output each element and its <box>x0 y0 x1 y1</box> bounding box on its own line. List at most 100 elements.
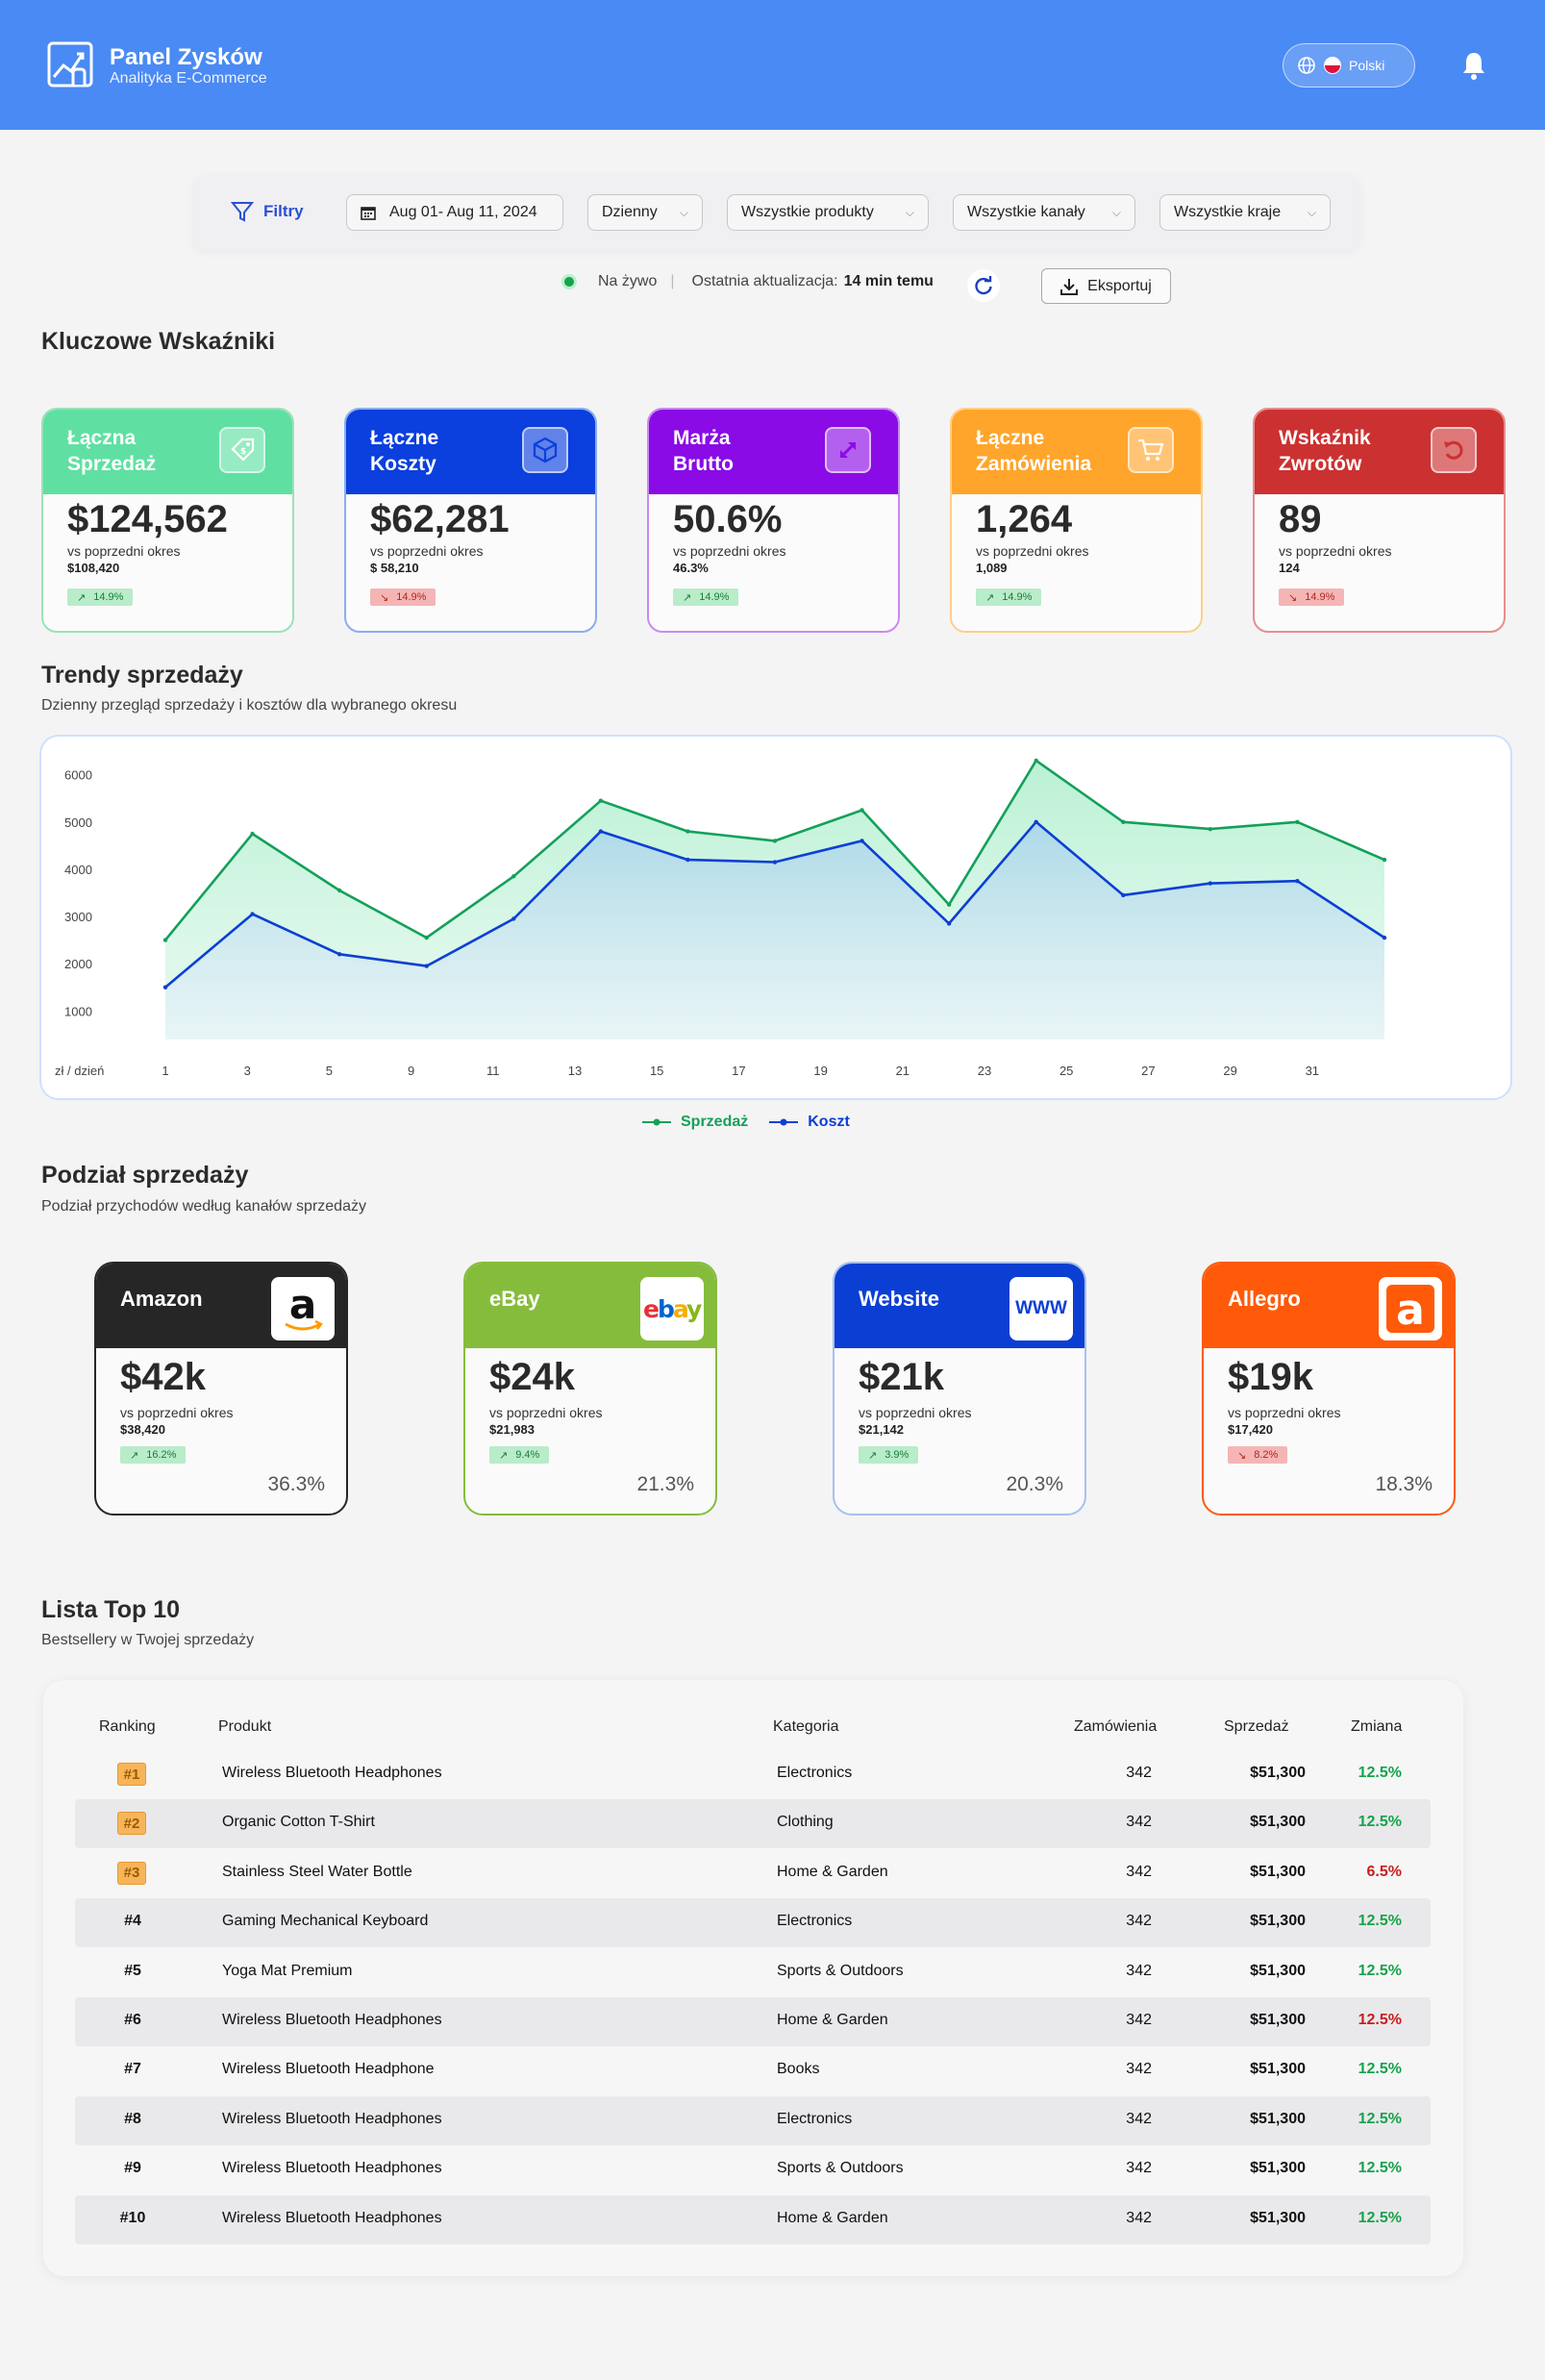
rank-label: #5 <box>124 1962 141 1979</box>
table-row[interactable]: #3 Stainless Steel Water Bottle Home & G… <box>75 1849 1431 1898</box>
data-point-cost[interactable] <box>860 839 864 843</box>
table-row[interactable]: #6 Wireless Bluetooth Headphones Home & … <box>75 1997 1431 2046</box>
product-name: Wireless Bluetooth Headphones <box>222 2110 442 2127</box>
x-tick-label: 11 <box>486 1064 500 1078</box>
channel-change-badge: ↗ 3.9% <box>859 1446 919 1464</box>
data-point-cost[interactable] <box>946 921 952 926</box>
product-category: Sports & Outdoors <box>777 2160 904 2177</box>
data-point-sales[interactable] <box>1121 819 1126 824</box>
product-category: Sports & Outdoors <box>777 1962 904 1979</box>
table-row[interactable]: #7 Wireless Bluetooth Headphone Books 34… <box>75 2046 1431 2095</box>
channel-card-amazon[interactable]: Amazon a $42k vs poprzedni okres $38,420… <box>94 1262 348 1516</box>
filter-icon <box>231 202 254 222</box>
data-point-sales[interactable] <box>1034 758 1038 764</box>
data-point-cost[interactable] <box>1121 892 1126 898</box>
data-point-sales[interactable] <box>1208 826 1213 832</box>
data-point-sales[interactable] <box>1295 819 1300 824</box>
data-point-cost[interactable] <box>772 860 778 864</box>
channel-share: 18.3% <box>1375 1473 1433 1495</box>
data-point-cost[interactable] <box>162 985 168 990</box>
legend-item-sales[interactable]: Sprzedaż <box>642 1114 748 1131</box>
data-point-sales[interactable] <box>511 874 516 879</box>
data-point-cost[interactable] <box>511 916 516 921</box>
kpi-title-line2: Zwrotów <box>1279 453 1362 475</box>
product-category: Electronics <box>777 1765 853 1781</box>
product-name: Organic Cotton T-Shirt <box>222 1814 375 1831</box>
channel-header: Website WWW <box>835 1264 1084 1348</box>
allegro-logo-icon: a <box>1379 1277 1442 1340</box>
period-select[interactable]: Dzienny ⌵ <box>587 194 703 231</box>
data-point-sales[interactable] <box>860 808 864 813</box>
data-point-sales[interactable] <box>424 935 429 940</box>
data-point-cost[interactable] <box>250 912 255 916</box>
countries-select[interactable]: Wszystkie kraje ⌵ <box>1159 194 1331 231</box>
col-header-change: Zmiana <box>1351 1718 1403 1735</box>
date-range-picker[interactable]: Aug 01- Aug 11, 2024 <box>346 194 563 231</box>
kpi-previous-value: $108,420 <box>67 561 120 575</box>
channel-card-ebay[interactable]: eBay ebay $24k vs poprzedni okres $21,98… <box>463 1262 717 1516</box>
bell-icon[interactable] <box>1459 50 1488 81</box>
legend-label-cost: Koszt <box>808 1114 850 1130</box>
data-point-cost[interactable] <box>1382 935 1387 940</box>
x-tick-label: 29 <box>1223 1064 1236 1078</box>
table-row[interactable]: #4 Gaming Mechanical Keyboard Electronic… <box>75 1898 1431 1948</box>
refresh-button[interactable] <box>967 269 1000 302</box>
period-value: Dzienny <box>602 204 658 220</box>
data-point-cost[interactable] <box>1295 878 1300 884</box>
table-row[interactable]: #10 Wireless Bluetooth Headphones Home &… <box>75 2194 1431 2244</box>
trends-title: Trendy sprzedaży <box>41 662 243 689</box>
trend-up-icon: ↗ <box>130 1449 139 1462</box>
channel-comparison-label: vs poprzedni okres <box>489 1405 603 1420</box>
kpi-title-line1: Łączna <box>67 427 137 449</box>
data-point-cost[interactable] <box>685 857 690 863</box>
data-point-cost[interactable] <box>1034 819 1038 824</box>
data-point-cost[interactable] <box>336 952 342 957</box>
data-point-cost[interactable] <box>598 829 604 834</box>
kpi-change-badge: ↗ 14.9% <box>976 589 1042 606</box>
kpi-title-line2: Sprzedaż <box>67 453 157 475</box>
channel-card-allegro[interactable]: Allegro a $19k vs poprzedni okres $17,42… <box>1202 1262 1456 1516</box>
data-point-sales[interactable] <box>772 839 778 843</box>
website-logo-text: WWW <box>1015 1298 1067 1318</box>
trend-up-icon: ↗ <box>985 591 995 604</box>
table-row[interactable]: #1 Wireless Bluetooth Headphones Electro… <box>75 1750 1431 1799</box>
kpi-card-gross-margin[interactable]: Marża Brutto 50.6% vs poprzedni okres 46… <box>647 408 900 633</box>
data-point-sales[interactable] <box>250 831 255 837</box>
channel-change-value: 9.4% <box>515 1449 540 1461</box>
table-row[interactable]: #2 Organic Cotton T-Shirt Clothing 342 $… <box>75 1799 1431 1849</box>
data-point-sales[interactable] <box>598 798 604 803</box>
language-selector[interactable]: Polski <box>1283 43 1415 88</box>
y-tick-label: 4000 <box>64 863 92 877</box>
table-row[interactable]: #5 Yoga Mat Premium Sports & Outdoors 34… <box>75 1948 1431 1997</box>
product-orders: 342 <box>1126 2061 1152 2078</box>
channel-value: $19k <box>1228 1356 1313 1398</box>
data-point-cost[interactable] <box>424 964 429 968</box>
export-button[interactable]: Eksportuj <box>1041 268 1171 304</box>
table-row[interactable]: #8 Wireless Bluetooth Headphones Electro… <box>75 2095 1431 2145</box>
channels-select[interactable]: Wszystkie kanały ⌵ <box>953 194 1135 231</box>
data-point-sales[interactable] <box>336 888 342 893</box>
y-tick-label: 3000 <box>64 910 92 924</box>
kpi-card-return-rate[interactable]: Wskaźnik Zwrotów 89 vs poprzedni okres 1… <box>1253 408 1506 633</box>
data-point-sales[interactable] <box>1382 857 1387 863</box>
data-point-sales[interactable] <box>685 829 690 834</box>
products-select[interactable]: Wszystkie produkty ⌵ <box>727 194 929 231</box>
language-label: Polski <box>1349 58 1385 73</box>
channel-header: Allegro a <box>1204 1264 1454 1348</box>
kpi-card-total-costs[interactable]: Łączne Koszty $62,281 vs poprzedni okres… <box>344 408 597 633</box>
data-point-sales[interactable] <box>946 902 952 907</box>
product-change: 12.5% <box>1358 1814 1402 1831</box>
channels-value: Wszystkie kanały <box>967 204 1085 220</box>
chevron-down-icon: ⌵ <box>1111 205 1121 219</box>
kpi-card-total-orders[interactable]: Łączne Zamówienia 1,264 vs poprzedni okr… <box>950 408 1203 633</box>
data-point-sales[interactable] <box>162 938 168 942</box>
rank-label: #10 <box>119 2209 146 2226</box>
filter-button[interactable]: Filtry <box>231 200 304 223</box>
data-point-cost[interactable] <box>1208 881 1213 886</box>
table-row[interactable]: #9 Wireless Bluetooth Headphones Sports … <box>75 2145 1431 2194</box>
kpi-card-total-sales[interactable]: Łączna Sprzedaż $ $124,562 vs poprzedni … <box>41 408 294 633</box>
kpi-change-value: 14.9% <box>93 591 124 603</box>
legend-item-cost[interactable]: Koszt <box>769 1114 850 1131</box>
channel-card-website[interactable]: Website WWW $21k vs poprzedni okres $21,… <box>833 1262 1086 1516</box>
legend-line-cost-icon <box>769 1118 799 1126</box>
